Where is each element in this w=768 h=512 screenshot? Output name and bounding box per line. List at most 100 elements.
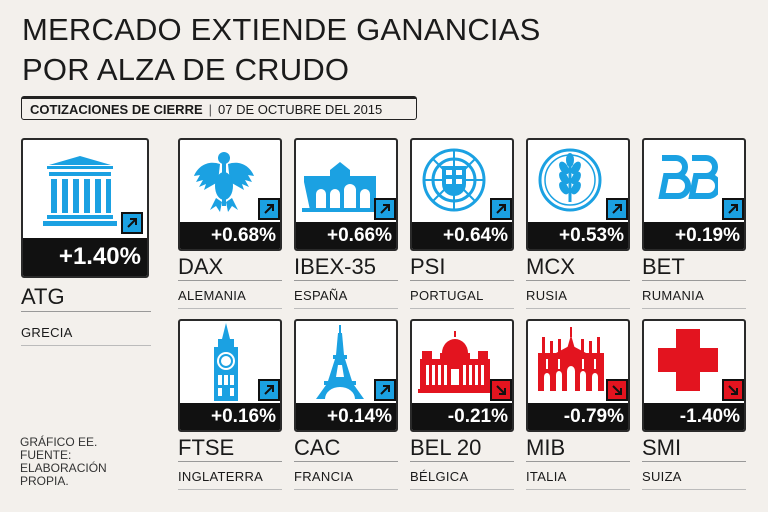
- country-name: GRECIA: [21, 325, 73, 340]
- title-line-2: POR ALZA DE CRUDO: [22, 52, 350, 87]
- wheat-emblem-icon: [538, 148, 602, 212]
- index-name: BET: [642, 254, 685, 279]
- divider: [410, 489, 514, 490]
- change-value: +0.66%: [296, 222, 396, 249]
- divider: [294, 308, 398, 309]
- country-name: SUIZA: [642, 469, 682, 484]
- change-value: +0.68%: [180, 222, 280, 249]
- change-value: -0.21%: [412, 403, 512, 430]
- subtitle-separator: |: [208, 101, 213, 117]
- index-name: PSI: [410, 254, 446, 279]
- country-name: ESPAÑA: [294, 288, 348, 303]
- swiss-cross-icon: [658, 329, 718, 391]
- divider: [526, 280, 630, 281]
- source-note: GRÁFICO EE. FUENTE: ELABORACIÓN PROPIA.: [20, 436, 120, 488]
- card-frame: +0.16%: [178, 319, 282, 432]
- change-value: +0.64%: [412, 222, 512, 249]
- portugal-shield-icon: [422, 148, 486, 212]
- index-name: IBEX-35: [294, 254, 376, 279]
- source-line: ELABORACIÓN: [20, 461, 107, 475]
- milan-cathedral-icon: [538, 327, 604, 391]
- divider: [294, 461, 398, 462]
- subtitle-label: COTIZACIONES DE CIERRE: [30, 101, 203, 117]
- bet-logo-icon: [658, 155, 718, 199]
- trend-down-icon: [490, 379, 512, 401]
- index-name: MCX: [526, 254, 575, 279]
- country-name: FRANCIA: [294, 469, 354, 484]
- source-line: GRÁFICO EE.: [20, 435, 98, 449]
- trend-up-icon: [258, 379, 280, 401]
- divider: [642, 308, 746, 309]
- trend-down-icon: [722, 379, 744, 401]
- card-frame: +0.64%: [410, 138, 514, 251]
- country-name: INGLATERRA: [178, 469, 264, 484]
- index-name: BEL 20: [410, 435, 482, 460]
- card-frame: +1.40%: [21, 138, 149, 278]
- subtitle-bar: COTIZACIONES DE CIERRE | 07 DE OCTUBRE D…: [21, 96, 417, 120]
- source-line: FUENTE:: [20, 448, 72, 462]
- trend-up-icon: [606, 198, 628, 220]
- country-name: RUMANIA: [642, 288, 705, 303]
- index-name: ATG: [21, 284, 65, 309]
- change-value: +0.16%: [180, 403, 280, 430]
- divider: [526, 489, 630, 490]
- divider: [642, 280, 746, 281]
- index-name: CAC: [294, 435, 341, 460]
- brussels-palace-icon: [418, 331, 492, 393]
- puerta-de-alcala-icon: [302, 162, 378, 212]
- change-value: +0.14%: [296, 403, 396, 430]
- divider: [526, 461, 630, 462]
- divider: [178, 280, 282, 281]
- divider: [294, 280, 398, 281]
- card-frame: -0.21%: [410, 319, 514, 432]
- trend-up-icon: [374, 379, 396, 401]
- divider: [21, 311, 151, 312]
- subtitle-date: 07 DE OCTUBRE DEL 2015: [218, 101, 383, 117]
- divider: [178, 308, 282, 309]
- country-name: BÉLGICA: [410, 469, 469, 484]
- trend-up-icon: [258, 198, 280, 220]
- index-name: SMI: [642, 435, 682, 460]
- index-name: MIB: [526, 435, 566, 460]
- card-frame: +0.68%: [178, 138, 282, 251]
- card-frame: +0.19%: [642, 138, 746, 251]
- divider: [526, 308, 630, 309]
- country-name: ITALIA: [526, 469, 567, 484]
- change-value: -1.40%: [644, 403, 744, 430]
- divider: [21, 345, 151, 346]
- eiffel-tower-icon: [316, 325, 364, 399]
- index-name: FTSE: [178, 435, 235, 460]
- card-frame: +0.53%: [526, 138, 630, 251]
- trend-up-icon: [121, 212, 143, 234]
- card-frame: -0.79%: [526, 319, 630, 432]
- trend-down-icon: [606, 379, 628, 401]
- country-name: PORTUGAL: [410, 288, 484, 303]
- trend-up-icon: [490, 198, 512, 220]
- change-value: +1.40%: [23, 238, 147, 276]
- divider: [410, 308, 514, 309]
- trend-up-icon: [722, 198, 744, 220]
- divider: [178, 461, 282, 462]
- index-name: DAX: [178, 254, 224, 279]
- divider: [410, 280, 514, 281]
- title-line-1: MERCADO EXTIENDE GANANCIAS: [22, 12, 541, 47]
- card-frame: +0.14%: [294, 319, 398, 432]
- card-frame: -1.40%: [642, 319, 746, 432]
- trend-up-icon: [374, 198, 396, 220]
- change-value: +0.19%: [644, 222, 744, 249]
- divider: [642, 461, 746, 462]
- change-value: +0.53%: [528, 222, 628, 249]
- divider: [410, 461, 514, 462]
- german-eagle-icon: [194, 152, 254, 212]
- country-name: ALEMANIA: [178, 288, 247, 303]
- big-ben-icon: [214, 323, 238, 401]
- divider: [642, 489, 746, 490]
- divider: [294, 489, 398, 490]
- card-frame: +0.66%: [294, 138, 398, 251]
- change-value: -0.79%: [528, 403, 628, 430]
- country-name: RUSIA: [526, 288, 568, 303]
- greek-temple-icon: [43, 156, 117, 226]
- page-title: MERCADO EXTIENDE GANANCIAS POR ALZA DE C…: [22, 10, 541, 90]
- source-line: PROPIA.: [20, 474, 69, 488]
- divider: [178, 489, 282, 490]
